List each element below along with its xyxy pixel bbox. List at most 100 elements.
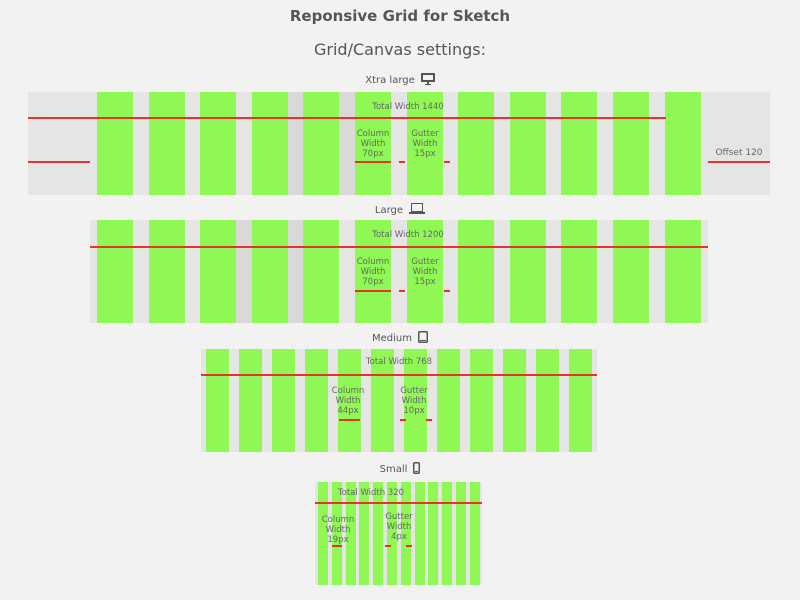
gutter-width-line-text: 15px	[414, 277, 436, 287]
grid-column	[613, 92, 649, 195]
grid-column	[251, 92, 288, 195]
grid-column	[442, 482, 453, 585]
gutter-width-line-text: Gutter	[400, 386, 428, 396]
grid-column	[503, 349, 526, 452]
column-width-line-text: 44px	[337, 406, 359, 416]
column-width-line-text: 70px	[362, 277, 384, 287]
grid-column	[345, 482, 356, 585]
grid-column	[97, 92, 133, 195]
page-subtitle: Grid/Canvas settings:	[314, 40, 486, 59]
gutter-width-line-left	[400, 419, 406, 421]
gutter-width-line-left	[399, 161, 405, 163]
page-title: Reponsive Grid for Sketch	[289, 7, 511, 25]
grid-column	[428, 482, 439, 585]
gutter-width-line-text: Gutter	[411, 129, 439, 139]
gutter-width-line-right	[444, 161, 450, 163]
grid-column	[303, 220, 340, 323]
grid-column	[200, 92, 237, 195]
breakpoint-name: Xtra large	[365, 75, 415, 86]
offset-label: Offset 120	[715, 148, 763, 158]
grid-column	[355, 220, 391, 323]
grid-canvas-large: Total Width 1200 Column Width 70px Gutter Wid…	[90, 220, 708, 323]
column-width-label: Column Width 44px	[328, 386, 368, 416]
laptop-icon	[409, 203, 426, 217]
gutter-width-line-left	[385, 545, 391, 547]
offset-line-left	[28, 161, 90, 163]
total-width-label: Total Width 320	[337, 488, 405, 498]
total-width-label: Total Width 1440	[372, 102, 444, 112]
desktop-icon	[420, 73, 435, 88]
grid-column	[456, 482, 466, 585]
gutter	[287, 92, 304, 195]
grid-column	[509, 220, 546, 323]
gutter-width-line-text: 4px	[391, 532, 407, 542]
grid-column	[359, 482, 370, 585]
grid-column	[458, 220, 495, 323]
gutter-width-line-text: 15px	[414, 149, 436, 159]
gutter-width-label: Gutter Width 10px	[394, 386, 434, 416]
column-width-line-text: Width	[335, 396, 361, 406]
gutter-width-line-left	[399, 290, 405, 292]
column-width-line	[332, 545, 342, 547]
grid-column	[272, 349, 295, 452]
gutter-width-line-right	[444, 290, 450, 292]
breakpoint-name: Small	[379, 464, 408, 475]
grid-column	[469, 482, 480, 585]
grid-column	[414, 482, 425, 585]
breakpoint-label-large: Large	[0, 203, 800, 217]
column-width-line-text: Column	[356, 257, 390, 267]
grid-column	[318, 482, 328, 585]
breakpoint-name: Large	[374, 204, 404, 216]
breakpoint-label-xl: Xtra large	[0, 73, 800, 88]
column-width-line	[339, 419, 360, 421]
column-width-line-text: Width	[325, 525, 351, 535]
breakpoint-label-medium: Medium	[0, 331, 800, 346]
grid-column	[561, 220, 598, 323]
grid-column	[206, 349, 229, 452]
grid-column	[148, 92, 185, 195]
grid-column	[200, 220, 237, 323]
grid-column	[406, 220, 443, 323]
gutter-width-line-text: Gutter	[411, 257, 439, 267]
grid-column	[561, 92, 598, 195]
grid-column	[251, 220, 288, 323]
gutter-width-line-text: Width	[412, 139, 438, 149]
grid-column	[239, 349, 262, 452]
grid-column	[331, 482, 342, 585]
grid-column	[613, 220, 649, 323]
column-width-line	[355, 161, 391, 163]
grid-column	[664, 220, 701, 323]
gutter-width-label: Gutter Width 15px	[405, 129, 445, 159]
column-width-line-text: Column	[321, 515, 355, 525]
gutter-width-line-text: Width	[412, 267, 438, 277]
grid-canvas-xl: Total Width 1440 Column Width 70px Gutter Wid…	[28, 92, 770, 195]
gutter	[287, 220, 304, 323]
gutter-width-label: Gutter Width 15px	[405, 257, 445, 287]
gutter	[236, 220, 252, 323]
grid-column	[509, 92, 546, 195]
total-width-label: Total Width 768	[365, 357, 433, 367]
total-width-line	[90, 246, 708, 248]
grid-column	[303, 92, 340, 195]
breakpoint-label-small: Small	[0, 462, 800, 477]
grid-column	[355, 92, 391, 195]
tablet-icon	[418, 331, 428, 346]
column-width-line-text: Column	[331, 386, 365, 396]
grid-column	[458, 92, 495, 195]
column-width-line-text: Width	[360, 139, 386, 149]
grid-canvas-medium: Total Width 768 Column Width 44px Gutter Widt…	[201, 349, 597, 452]
gutter-width-line-right	[426, 419, 432, 421]
column-width-line-text: Column	[356, 129, 390, 139]
gutter-width-line-text: Gutter	[385, 512, 413, 522]
gutter-width-line-right	[406, 545, 412, 547]
grid-column	[97, 220, 133, 323]
breakpoint-name: Medium	[372, 333, 412, 344]
column-width-line-text: 19px	[327, 535, 349, 545]
total-width-line	[315, 502, 482, 504]
phone-icon	[413, 462, 421, 477]
grid-column	[387, 482, 397, 585]
column-width-label: Column Width 19px	[317, 515, 359, 545]
gutter-width-line-text: 10px	[403, 406, 425, 416]
total-width-line	[28, 117, 666, 119]
grid-column	[148, 220, 185, 323]
